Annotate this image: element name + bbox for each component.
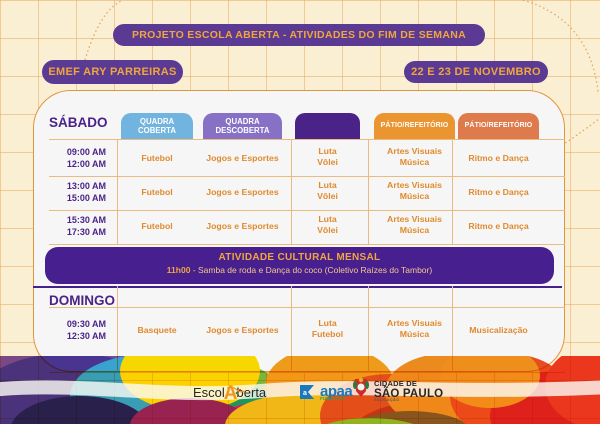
svg-text:a: a (303, 390, 307, 397)
